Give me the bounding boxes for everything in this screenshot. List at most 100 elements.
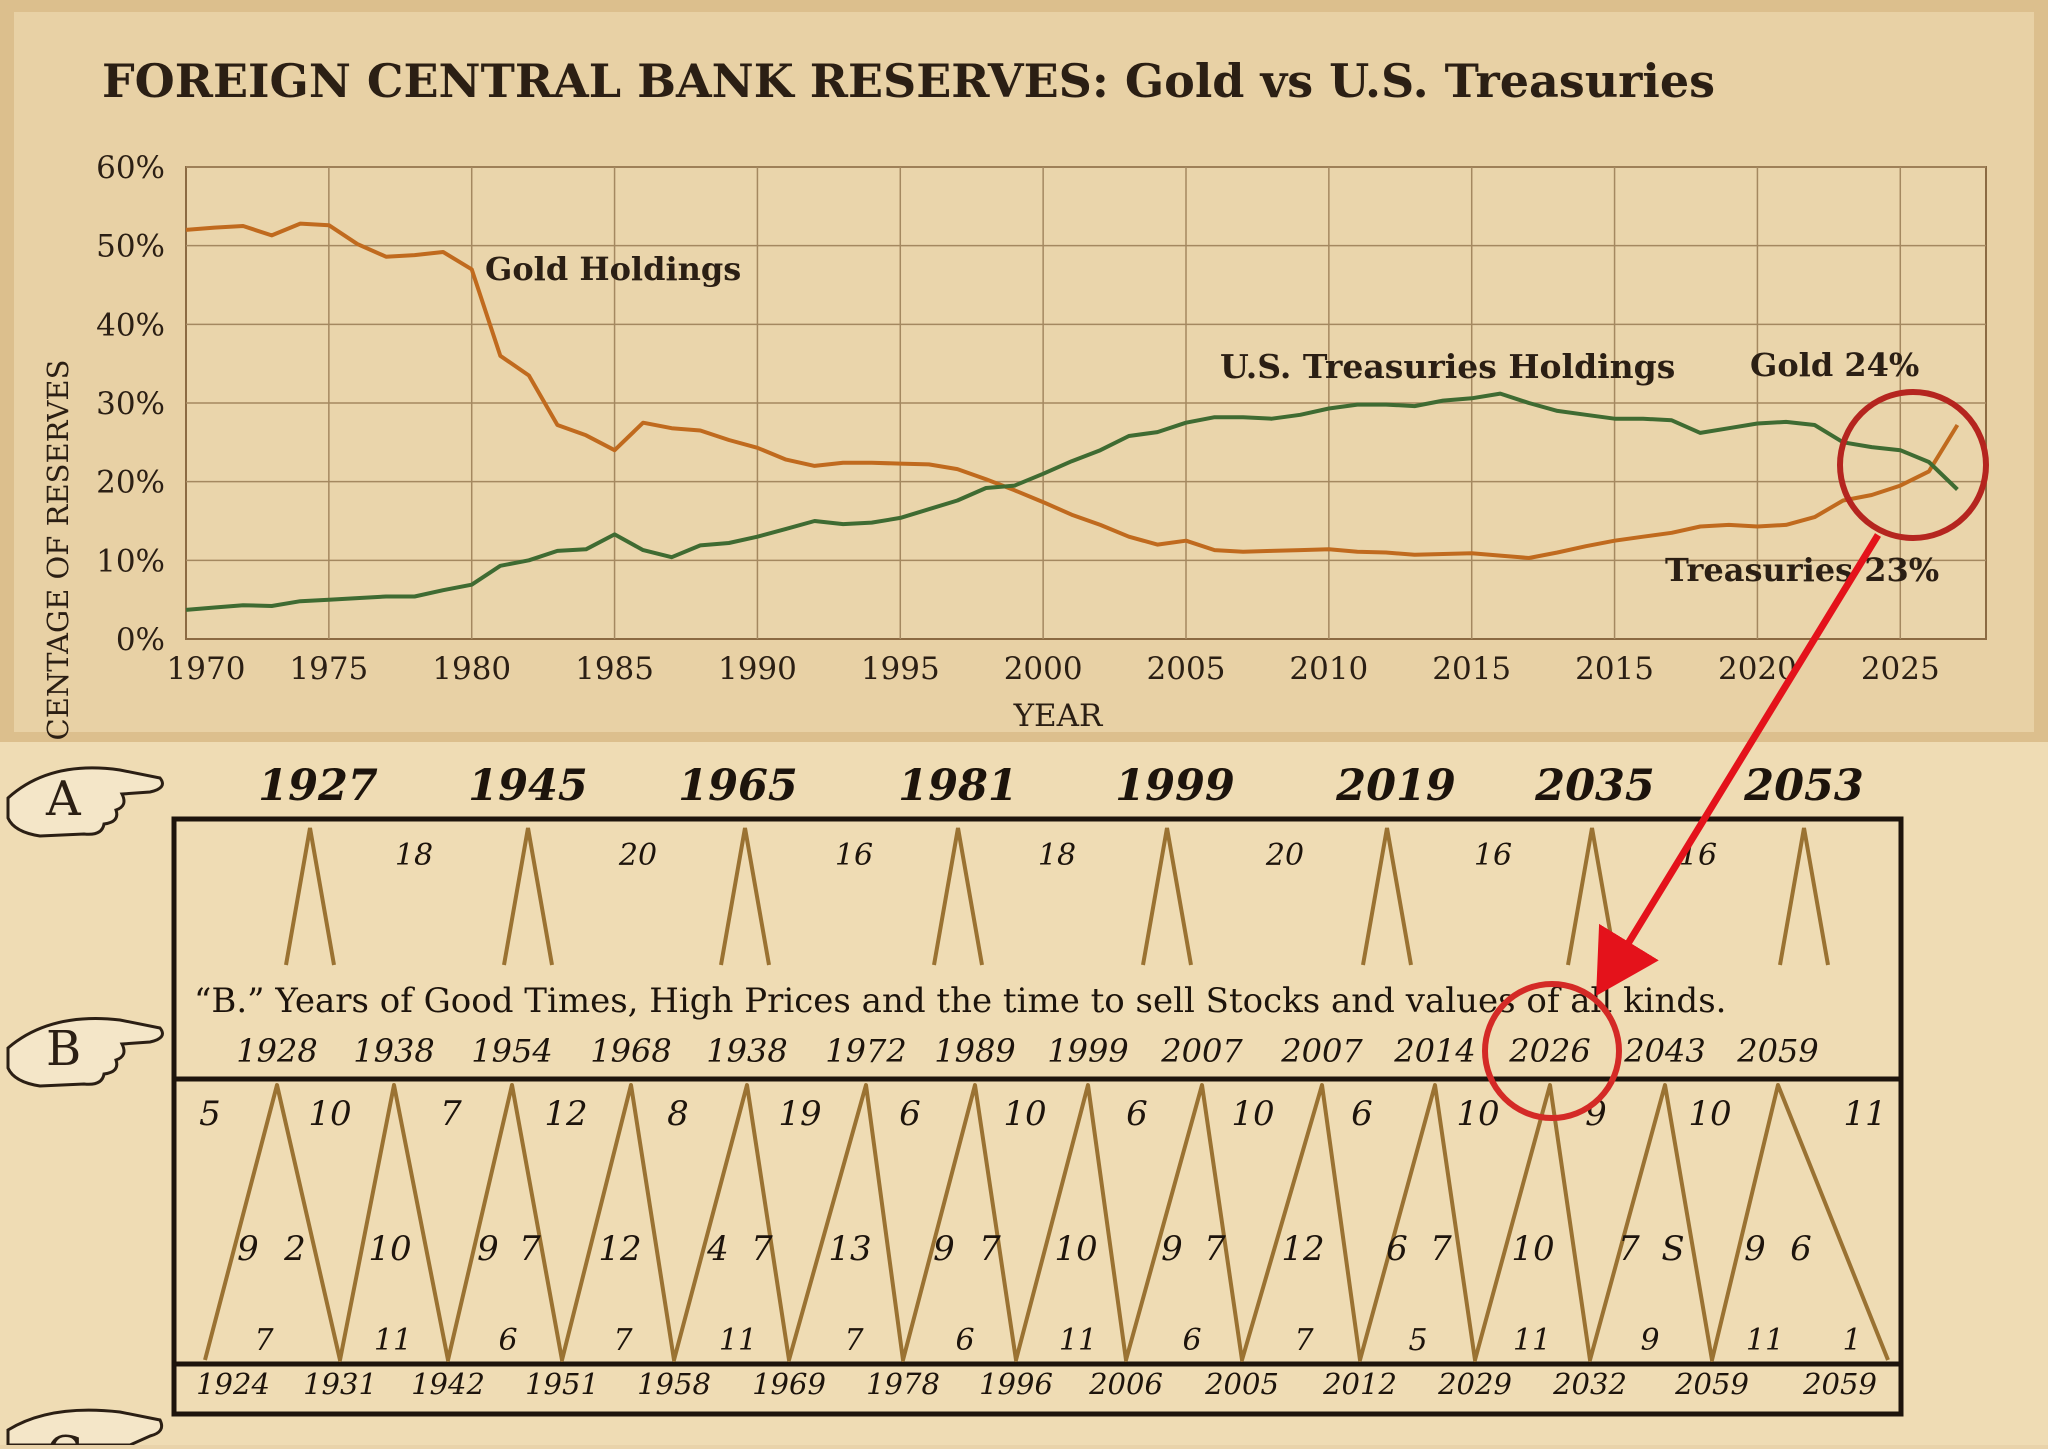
middle-number: 7 [519, 1229, 541, 1269]
lower-number: 6 [498, 1323, 517, 1358]
y-tick-labels: 0% 10% 20% 30% 40% 50% 60% [96, 150, 165, 658]
upper-numbers: 5 10 7 12 8 19 6 10 6 10 6 10 9 10 11 [199, 1094, 1886, 1134]
middle-number: 7 [1204, 1229, 1226, 1269]
lower-number: 7 [613, 1323, 633, 1358]
x-tick-label: 1970 [167, 651, 246, 687]
lower-number: 6 [1182, 1323, 1201, 1358]
b-row-year: 1989 [934, 1032, 1015, 1070]
a-row-interval: 20 [1265, 838, 1304, 873]
annotation-treasuries-end: Treasuries 23% [1665, 551, 1939, 589]
zigzag-lines [203, 1083, 1890, 1362]
series-line-treasuries [185, 391, 1959, 612]
x-tick-label: 2025 [1861, 651, 1940, 687]
upper-number: 10 [1456, 1094, 1499, 1134]
annotation-treasuries-holdings: U.S. Treasuries Holdings [1220, 347, 1675, 386]
y-axis-label: CENTAGE OF RESERVES [41, 360, 75, 741]
upper-number: 10 [1688, 1094, 1731, 1134]
middle-number: 12 [598, 1229, 641, 1269]
peak-line [1566, 827, 1618, 966]
marker-b-label: B [46, 1021, 81, 1077]
b-row-year: 2026 [1508, 1032, 1590, 1070]
highlight-circle-bottom [1482, 981, 1622, 1121]
upper-number: 8 [667, 1094, 689, 1134]
peak-line [932, 827, 984, 966]
marker-a: A [6, 766, 164, 838]
a-row-interval: 16 [1474, 838, 1512, 873]
marker-a-label: A [45, 771, 82, 827]
a-row-year: 1999 [1115, 761, 1235, 811]
lower-number: 9 [1640, 1323, 1659, 1358]
a-row-interval: 18 [1038, 838, 1076, 873]
c-row-year: 2029 [1437, 1367, 1512, 1401]
c-row-year: 2059 [1802, 1367, 1877, 1401]
c-row-year: 2032 [1552, 1367, 1627, 1401]
a-row-years: 1927 1945 1965 1981 1999 2019 2035 2053 [258, 761, 1864, 811]
y-tick-label: 20% [96, 465, 165, 501]
peak-line [1141, 827, 1193, 966]
upper-number: 7 [440, 1094, 462, 1134]
a-row-interval: 20 [618, 838, 657, 873]
lower-numbers: 7 11 6 7 11 7 6 11 6 7 5 11 9 11 1 [254, 1323, 1861, 1358]
a-row-year: 1981 [898, 761, 1018, 811]
a-row-year: 2035 [1534, 761, 1655, 811]
peak-line [284, 827, 336, 966]
upper-number: 6 [1126, 1094, 1148, 1134]
x-tick-label: 2020 [1718, 651, 1797, 687]
upper-number: 19 [778, 1094, 821, 1134]
c-row-year: 1996 [979, 1367, 1053, 1401]
pointing-hand-c-icon [6, 1408, 164, 1447]
lower-number: 11 [374, 1323, 412, 1358]
upper-number: 5 [199, 1094, 221, 1134]
lower-number: 11 [1059, 1323, 1097, 1358]
middle-number: 7 [751, 1229, 773, 1269]
middle-number: 13 [828, 1229, 871, 1269]
x-tick-label: 1990 [718, 651, 797, 687]
y-tick-label: 10% [96, 543, 165, 579]
x-tick-label: 2015 [1432, 651, 1511, 687]
series-line-gold [185, 221, 1960, 560]
annotation-gold-holdings: Gold Holdings [485, 250, 741, 288]
middle-number: 9 [1744, 1229, 1766, 1269]
c-row-year: 1951 [525, 1367, 599, 1401]
middle-number: 6 [1386, 1229, 1408, 1269]
lower-number: 11 [1513, 1323, 1551, 1358]
b-caption: “B.” Years of Good Times, High Prices an… [194, 981, 1726, 1021]
c-row-year: 2059 [1674, 1367, 1749, 1401]
upper-number: 12 [544, 1094, 587, 1134]
upper-number: 11 [1843, 1094, 1886, 1134]
a-row-year: 2053 [1743, 761, 1864, 811]
horizontal-gridlines [186, 166, 1986, 562]
x-tick-label: 2010 [1289, 651, 1368, 687]
c-row-year: 1942 [411, 1367, 485, 1401]
highlight-circle-top [1837, 389, 1989, 541]
lower-number: 7 [254, 1323, 274, 1358]
b-row-year: 2059 [1736, 1032, 1818, 1070]
upper-number: 6 [899, 1094, 921, 1134]
upper-number: 6 [1351, 1094, 1373, 1134]
middle-number: 9 [477, 1229, 499, 1269]
b-row-year: 2007 [1160, 1032, 1243, 1070]
x-tick-labels: 1970 1975 1980 1985 1990 1995 2000 2005 2010 2015… [167, 651, 1940, 687]
table-frame [171, 816, 1904, 1417]
c-row-year: 1969 [752, 1367, 826, 1401]
y-tick-label: 0% [116, 622, 165, 658]
lower-number: 11 [719, 1323, 757, 1358]
c-row-year: 1958 [637, 1367, 711, 1401]
middle-number: S [1661, 1229, 1684, 1269]
middle-number: 6 [1790, 1229, 1812, 1269]
connector-arrow [1596, 533, 1881, 996]
b-row-year: 1999 [1047, 1032, 1128, 1070]
y-tick-label: 30% [96, 386, 165, 422]
chart-title: FOREIGN CENTRAL BANK RESERVES: Gold vs U… [102, 54, 1715, 108]
middle-number: 10 [1511, 1229, 1554, 1269]
middle-number: 10 [368, 1229, 411, 1269]
c-row-years: 1924 1931 1942 1951 1958 1969 1978 1996 2006 2005… [196, 1367, 1877, 1401]
a-row-interval: 18 [395, 838, 433, 873]
middle-number: 9 [933, 1229, 955, 1269]
lower-number: 6 [955, 1323, 974, 1358]
peak-line [502, 827, 554, 966]
middle-number: 7 [1618, 1229, 1640, 1269]
middle-number: 10 [1054, 1229, 1097, 1269]
